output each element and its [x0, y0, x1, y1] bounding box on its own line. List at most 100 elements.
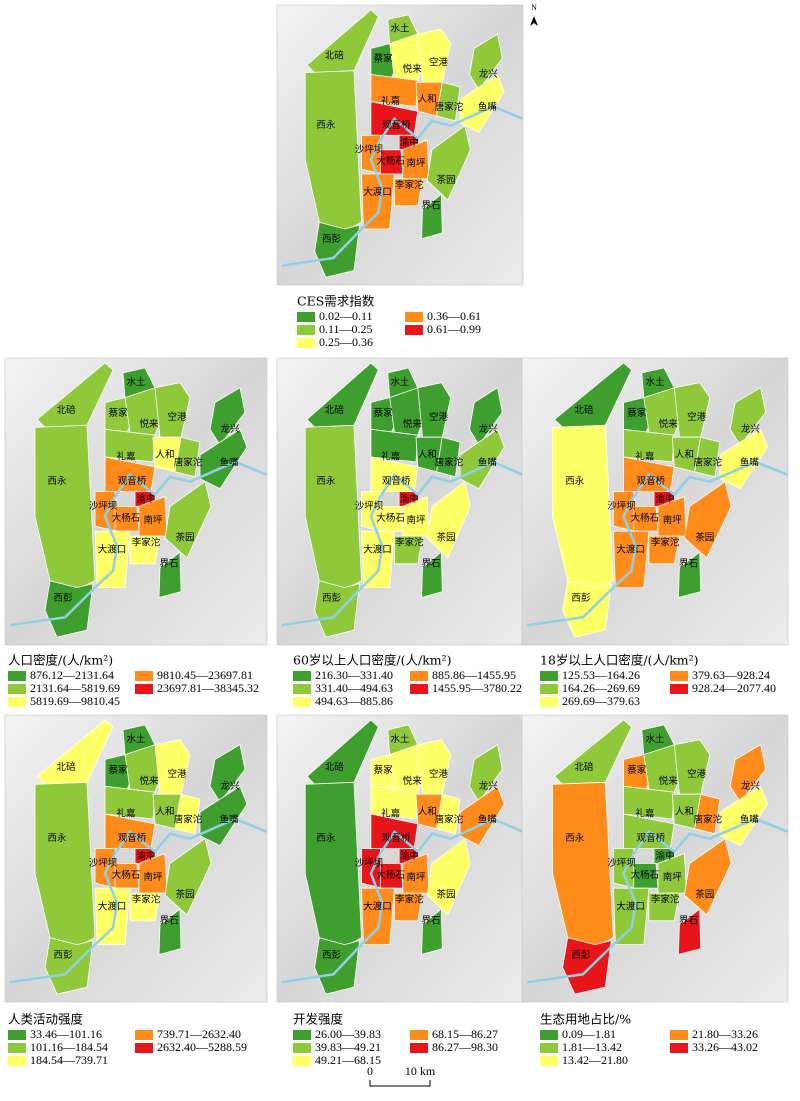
legend-label: 876.12—2131.64: [30, 668, 114, 682]
legend-label: 0.61—0.99: [427, 322, 481, 336]
district: [129, 892, 161, 922]
legend-swatch: [670, 1043, 688, 1053]
district-label: 大渡口: [616, 543, 645, 555]
district-label: 西永: [316, 832, 336, 844]
legend-label: 928.24—2077.40: [692, 681, 776, 695]
district-label: 唐家沱: [694, 813, 723, 825]
district-label: 龙兴: [220, 423, 239, 435]
legend-swatch: [8, 1043, 26, 1053]
district-label: 人和: [675, 806, 694, 817]
legend-title: 18岁以上人口密度/(人/km²): [540, 653, 699, 668]
district-label: 水土: [126, 376, 146, 388]
district-label: 龙兴: [741, 423, 760, 435]
district-label: 界石: [159, 915, 178, 926]
legend-label: 125.53—164.26: [562, 668, 640, 682]
district-label: 茶园: [436, 532, 455, 544]
district-label: 渝中: [656, 493, 675, 505]
district-label: 鱼嘴: [478, 813, 498, 825]
district-label: 沙坪坝: [89, 857, 118, 869]
legend-swatch: [540, 684, 558, 694]
district-label: 空港: [429, 411, 449, 423]
district-label: 大杨石: [631, 869, 660, 881]
district-label: 蔡家: [374, 407, 394, 419]
district-label: 西彭: [322, 949, 342, 961]
district: [436, 436, 461, 478]
legend-label: 216.30—331.40: [315, 668, 393, 682]
district-label: 南坪: [406, 157, 426, 169]
legend-swatch: [297, 325, 315, 335]
district: [370, 74, 419, 107]
district: [673, 739, 711, 795]
district-label: 礼嘉: [381, 95, 400, 107]
district: [623, 428, 675, 463]
legend-label: 101.16—184.54: [30, 1040, 108, 1054]
district-label: 西彭: [53, 592, 73, 604]
legend-swatch: [410, 1043, 428, 1053]
legend-label: 1.81—13.42: [562, 1040, 622, 1054]
legend-swatch: [405, 325, 423, 335]
district: [562, 937, 612, 995]
district: [104, 785, 156, 820]
district: [199, 428, 248, 490]
district-label: 悦来: [139, 775, 159, 787]
district: [417, 382, 452, 438]
district-label: 大杨石: [376, 869, 405, 881]
district-label: 空港: [167, 411, 187, 423]
district-label: 鱼嘴: [478, 101, 498, 113]
river: [526, 460, 789, 627]
district-label: 蔡家: [627, 407, 647, 419]
district: [306, 719, 379, 785]
district-label: 水土: [645, 733, 665, 745]
district: [209, 387, 246, 446]
legend-swatch: [293, 684, 311, 694]
district: [677, 908, 702, 956]
district-label: 唐家沱: [174, 813, 203, 825]
district: [129, 535, 161, 565]
district-label: 悦来: [659, 775, 679, 787]
district: [158, 908, 182, 956]
legend-swatch: [670, 684, 688, 694]
district-label: 渝中: [656, 850, 675, 862]
district-label: 蔡家: [374, 53, 394, 65]
district-label: 南坪: [143, 514, 163, 526]
district-label: 茶园: [695, 532, 714, 544]
district: [436, 793, 461, 835]
district-label: 渝中: [400, 850, 419, 862]
district-label: 李家沱: [651, 894, 680, 906]
district-label: 沙坪坝: [355, 500, 384, 512]
legend-swatch: [293, 697, 311, 707]
district-label: 人和: [418, 94, 437, 105]
district-label: 大杨石: [112, 869, 141, 881]
district-label: 茶园: [695, 889, 714, 901]
legend-label: 9810.45—23697.81: [157, 668, 253, 682]
district-label: 沙坪坝: [355, 143, 384, 155]
district: [426, 838, 471, 916]
district-label: 观音桥: [637, 832, 666, 844]
district: [393, 535, 423, 565]
legend-swatch: [8, 684, 26, 694]
district: [729, 387, 767, 446]
district-label: 南坪: [143, 871, 163, 883]
district-label: 北碚: [325, 50, 345, 62]
district-label: 鱼嘴: [740, 813, 760, 825]
district-label: 空港: [429, 56, 449, 68]
district-label: 沙坪坝: [89, 500, 118, 512]
district-label: 空港: [687, 768, 707, 780]
legend-label: 0.02—0.11: [319, 309, 373, 323]
district-label: 唐家沱: [435, 813, 464, 825]
legend-swatch: [293, 1030, 311, 1040]
district: [154, 382, 191, 438]
district: [306, 362, 379, 428]
district: [469, 387, 503, 446]
legend-label: 68.15—86.27: [432, 1027, 498, 1041]
district-label: 大渡口: [98, 543, 127, 555]
legend-label: 885.86—1455.95: [432, 668, 516, 682]
district-label: 人和: [418, 806, 437, 817]
district-label: 唐家沱: [435, 101, 464, 113]
legend-swatch: [135, 1043, 153, 1053]
district-label: 水土: [645, 376, 665, 388]
district-label: 鱼嘴: [478, 456, 498, 468]
